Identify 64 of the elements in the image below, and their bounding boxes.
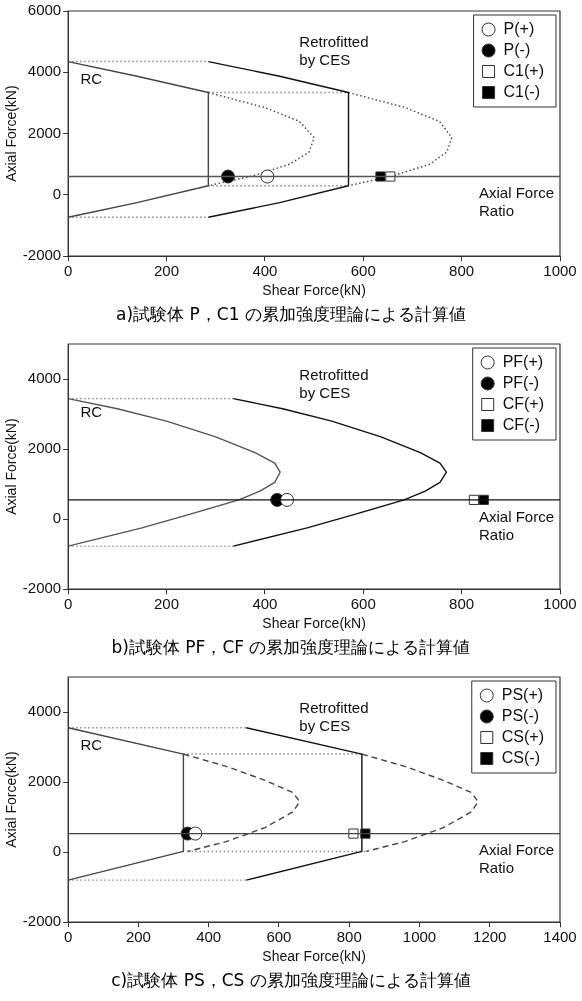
legend-label: PF(+) bbox=[502, 352, 544, 370]
x-tick-label: 600 bbox=[266, 928, 292, 946]
text: b)試験体 PF，CF の累加強度理論による計算値 bbox=[110, 636, 472, 659]
x-tick-label: 0 bbox=[63, 595, 73, 613]
legend-label: PS(+) bbox=[501, 685, 544, 703]
annotation: Retrofitted by CES bbox=[299, 366, 369, 402]
x-tick-label: 1400 bbox=[543, 928, 577, 946]
y-tick-label: 2000 bbox=[27, 772, 62, 790]
text: c)試験体 PS，CS の累加強度理論による計算値 bbox=[110, 969, 472, 992]
legend-label: CF(-) bbox=[502, 415, 540, 433]
y-tick-label: 4000 bbox=[27, 62, 62, 80]
ref-line-label: Axial Force Ratio bbox=[478, 184, 555, 220]
legend-label: P(+) bbox=[503, 19, 535, 37]
x-tick-label: 1000 bbox=[543, 262, 577, 280]
y-tick-label: 6000 bbox=[27, 1, 62, 19]
legend-label: PS(-) bbox=[501, 706, 540, 724]
legend-label: C1(+) bbox=[503, 61, 544, 79]
x-tick-label: 0 bbox=[63, 928, 73, 946]
annotation: RC bbox=[80, 735, 103, 753]
x-tick-label: 400 bbox=[196, 928, 222, 946]
x-tick-label: 0 bbox=[63, 262, 73, 280]
legend-label: CF(+) bbox=[502, 394, 544, 412]
y-tick-label: 2000 bbox=[27, 123, 62, 141]
ref-line-label: Axial Force Ratio bbox=[478, 507, 555, 543]
y-tick-label: 0 bbox=[52, 509, 62, 527]
x-axis-title: Shear Force(kN) bbox=[262, 282, 366, 299]
x-tick-label: 600 bbox=[350, 595, 376, 613]
legend-label: CS(-) bbox=[501, 748, 540, 766]
text: a)試験体 P，C1 の累加強度理論による計算値 bbox=[115, 303, 467, 326]
x-axis-title: Shear Force(kN) bbox=[262, 615, 366, 632]
x-axis-title: Shear Force(kN) bbox=[262, 948, 366, 965]
x-tick-label: 1000 bbox=[402, 928, 437, 946]
y-axis-title: Axial Force(kN) bbox=[3, 418, 20, 515]
annotation: RC bbox=[80, 69, 103, 87]
line-series bbox=[347, 91, 453, 187]
legend-label: PF(-) bbox=[502, 373, 540, 391]
y-tick-label: 0 bbox=[52, 842, 62, 860]
legend-label: P(-) bbox=[503, 40, 531, 58]
x-tick-label: 1200 bbox=[473, 928, 507, 946]
x-tick-label: 600 bbox=[350, 262, 376, 280]
x-tick-label: 400 bbox=[252, 262, 278, 280]
x-tick-label: 200 bbox=[125, 928, 151, 946]
annotation: Retrofitted by CES bbox=[299, 33, 369, 69]
y-tick-label: -2000 bbox=[22, 579, 62, 597]
x-tick-label: 200 bbox=[154, 595, 180, 613]
x-tick-label: 200 bbox=[154, 262, 180, 280]
y-tick-label: -2000 bbox=[22, 912, 62, 930]
x-tick-label: 1000 bbox=[543, 595, 577, 613]
y-tick-label: 0 bbox=[52, 185, 62, 203]
x-tick-label: 800 bbox=[336, 928, 362, 946]
ref-line-label: Axial Force Ratio bbox=[478, 841, 555, 877]
legend-label: CS(+) bbox=[501, 727, 545, 745]
y-tick-label: 4000 bbox=[27, 702, 62, 720]
x-tick-label: 400 bbox=[252, 595, 278, 613]
y-tick-label: 4000 bbox=[27, 369, 62, 387]
y-axis-title: Axial Force(kN) bbox=[3, 751, 20, 848]
y-tick-label: -2000 bbox=[22, 246, 62, 264]
x-tick-label: 800 bbox=[449, 262, 475, 280]
legend-label: C1(-) bbox=[503, 82, 540, 100]
annotation: RC bbox=[80, 402, 103, 420]
x-tick-label: 800 bbox=[449, 595, 475, 613]
annotation: Retrofitted by CES bbox=[299, 699, 369, 735]
y-tick-label: 2000 bbox=[27, 439, 62, 457]
y-axis-title: Axial Force(kN) bbox=[3, 85, 20, 182]
